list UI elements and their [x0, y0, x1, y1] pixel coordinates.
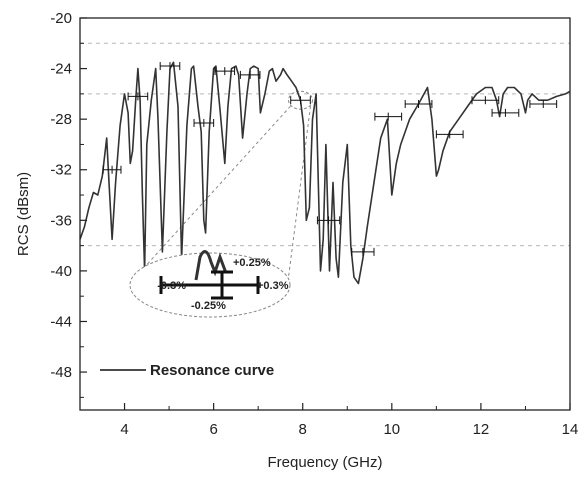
inset-curve: [194, 250, 228, 281]
y-axis-title: RCS (dBsm): [15, 172, 32, 256]
error-bar: [159, 62, 181, 71]
error-bar: [471, 96, 500, 105]
x-tick-label: 10: [383, 421, 400, 438]
inset-label-up: +0.25%: [233, 257, 271, 269]
axis-ticks: 4 6 8 10 12 14 -48 -44 -40 -36 -32 -28 -24 -20: [50, 10, 578, 438]
inset-connector-lines: [131, 90, 313, 282]
error-bar: [239, 70, 261, 79]
inset-zoom: +0.25% -0.25% -0.3% +0.3%: [129, 250, 291, 318]
error-bar: [127, 92, 149, 101]
error-bar: [435, 130, 464, 139]
x-tick-label: 6: [209, 421, 217, 438]
x-tick-label: 14: [562, 421, 579, 438]
y-tick-label: -44: [50, 313, 72, 330]
y-tick-label: -20: [50, 10, 72, 27]
error-bar: [290, 96, 311, 105]
error-bar: [214, 67, 236, 76]
inset-source-ellipse: [288, 90, 313, 110]
error-bars: [102, 62, 558, 256]
x-tick-label: 12: [473, 421, 490, 438]
inset-connector-right: [287, 106, 311, 282]
inset-label-right: +0.3%: [257, 280, 289, 292]
y-tick-label: -48: [50, 364, 72, 381]
error-bar: [404, 99, 433, 108]
error-bar: [316, 216, 341, 225]
series-line-resonance-curve: [79, 61, 571, 285]
y-tick-label: -40: [50, 263, 72, 280]
x-axis-title: Frequency (GHz): [267, 454, 382, 471]
legend-label-resonance-curve: Resonance curve: [150, 362, 274, 379]
y-tick-label: -24: [50, 61, 72, 78]
error-bar: [193, 118, 215, 127]
plot-area-frame: [79, 17, 571, 411]
y-tick-label: -36: [50, 212, 72, 229]
x-tick-label: 8: [299, 421, 307, 438]
legend: Resonance curve: [100, 362, 274, 379]
inset-label-down: -0.25%: [191, 300, 226, 312]
error-bar: [351, 247, 375, 256]
inset-label-left: -0.3%: [157, 280, 186, 292]
x-tick-label: 4: [120, 421, 128, 438]
series-group: [79, 61, 571, 285]
error-bar: [491, 108, 520, 117]
y-tick-label: -32: [50, 162, 72, 179]
error-bar: [529, 99, 558, 108]
y-tick-label: -28: [50, 111, 72, 128]
error-bar: [374, 112, 403, 121]
grid-lines: [80, 42, 570, 247]
error-bar: [102, 165, 122, 174]
